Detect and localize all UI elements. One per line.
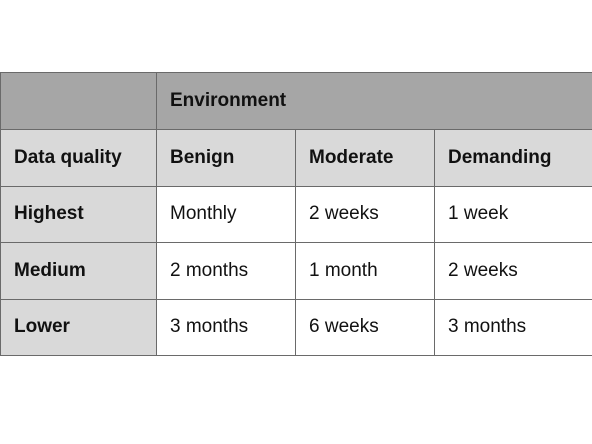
group-header-row: Environment	[0, 71, 592, 131]
table-row: Lower 3 months 6 weeks 3 months	[0, 298, 592, 357]
table-row: Medium 2 months 1 month 2 weeks	[0, 242, 592, 300]
row-label-highest: Highest	[0, 185, 157, 244]
data-quality-header: Data quality	[0, 129, 157, 187]
corner-cell	[0, 71, 157, 131]
row-label-medium: Medium	[0, 242, 157, 300]
table-cell: Monthly	[156, 185, 296, 244]
table-cell: 3 months	[434, 298, 592, 357]
table-cell: 3 months	[156, 298, 296, 357]
table-row: Highest Monthly 2 weeks 1 week	[0, 185, 592, 244]
maintenance-interval-table: Environment Data quality Benign Moderate…	[0, 71, 592, 357]
table-cell: 2 weeks	[295, 185, 435, 244]
column-header-row: Data quality Benign Moderate Demanding	[0, 129, 592, 187]
moderate-header: Moderate	[295, 129, 435, 187]
table-cell: 2 months	[156, 242, 296, 300]
table-cell: 6 weeks	[295, 298, 435, 357]
maintenance-interval-table-container: Environment Data quality Benign Moderate…	[0, 71, 592, 357]
environment-header: Environment	[156, 71, 592, 131]
table-cell: 1 week	[434, 185, 592, 244]
table-cell: 1 month	[295, 242, 435, 300]
table-cell: 2 weeks	[434, 242, 592, 300]
demanding-header: Demanding	[434, 129, 592, 187]
benign-header: Benign	[156, 129, 296, 187]
row-label-lower: Lower	[0, 298, 157, 357]
